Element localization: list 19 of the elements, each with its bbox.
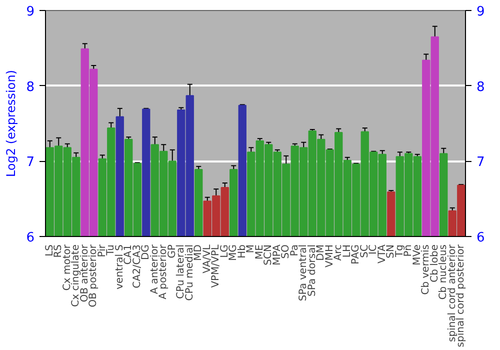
x-tick-label: Cb lobe bbox=[429, 244, 440, 282]
x-tick-label: A posterior bbox=[158, 244, 170, 300]
x-tick-label: GP bbox=[166, 244, 178, 258]
y-axis-title: Log2 (expression) bbox=[4, 70, 18, 177]
x-tick-label: OB posterior bbox=[88, 244, 100, 308]
y-tick-label: 6 bbox=[26, 230, 35, 246]
x-tick-label: DG bbox=[140, 244, 152, 260]
x-tick-label: MVe bbox=[412, 244, 423, 266]
x-tick-label: spinal cord posterior bbox=[456, 244, 467, 348]
y-tick-label: 7 bbox=[26, 155, 35, 170]
x-tick-label: Pa bbox=[289, 244, 300, 256]
y-tick-label: 9 bbox=[26, 4, 35, 20]
y-tick-label: 8 bbox=[26, 80, 35, 95]
y2-tick-label: 9 bbox=[476, 4, 485, 20]
y2-tick-label: 8 bbox=[476, 80, 485, 95]
y2-tick-label: 7 bbox=[476, 155, 485, 170]
x-tick-label: Tg bbox=[394, 244, 406, 258]
x-tick-label: RS bbox=[53, 244, 64, 258]
y2-tick-label: 6 bbox=[476, 230, 485, 246]
